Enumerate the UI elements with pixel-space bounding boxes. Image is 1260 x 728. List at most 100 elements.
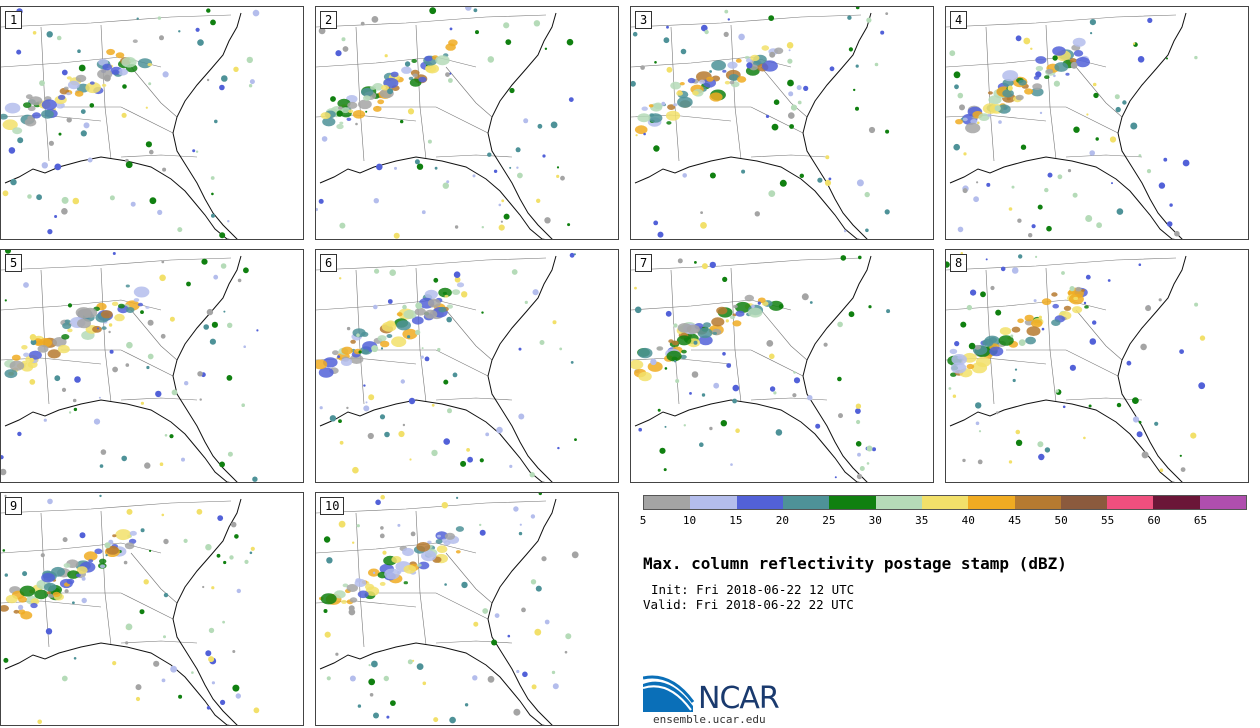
state-boundary — [130, 552, 178, 604]
reflectivity-cell — [220, 263, 227, 269]
state-boundary — [1006, 349, 1119, 377]
reflectivity-cell — [638, 427, 642, 432]
reflectivity-cell — [429, 7, 437, 15]
reflectivity-cell — [638, 371, 652, 382]
reflectivity-cell — [796, 85, 802, 91]
reflectivity-cell — [373, 712, 379, 719]
reflectivity-cell — [136, 17, 139, 20]
reflectivity-cell — [342, 583, 349, 588]
reflectivity-cell — [1158, 298, 1162, 302]
reflectivity-cell — [998, 120, 1002, 124]
reflectivity-cell — [163, 635, 166, 639]
reflectivity-cell — [856, 419, 861, 425]
reflectivity-cell — [140, 528, 145, 533]
reflectivity-cell — [23, 282, 29, 288]
reflectivity-cell — [252, 476, 258, 482]
reflectivity-cell — [350, 339, 356, 344]
reflectivity-cell — [451, 289, 461, 295]
reflectivity-cell — [104, 542, 111, 549]
state-boundary — [415, 267, 427, 403]
reflectivity-cell — [1088, 404, 1092, 408]
reflectivity-cell — [631, 80, 636, 87]
reflectivity-cell — [1054, 62, 1069, 72]
reflectivity-cell — [54, 375, 61, 382]
reflectivity-cell — [1018, 339, 1026, 346]
reflectivity-cell — [203, 324, 209, 330]
reflectivity-cell — [570, 361, 574, 364]
member-panel: 5 — [0, 249, 304, 483]
reflectivity-cell — [544, 217, 551, 224]
reflectivity-cell — [487, 56, 495, 63]
reflectivity-cell — [114, 313, 125, 322]
reflectivity-cell — [372, 571, 376, 574]
reflectivity-cell — [741, 169, 746, 174]
reflectivity-cell — [511, 269, 518, 275]
reflectivity-cell — [219, 84, 225, 91]
reflectivity-cell — [632, 31, 638, 37]
reflectivity-cell — [108, 330, 111, 334]
reflectivity-cell — [744, 294, 754, 302]
reflectivity-cell — [338, 106, 343, 110]
reflectivity-cell — [564, 650, 568, 654]
reflectivity-cell — [1089, 19, 1096, 26]
reflectivity-cell — [974, 344, 981, 350]
colorbar-tick-label: 55 — [1100, 514, 1115, 527]
reflectivity-cell — [54, 215, 58, 218]
reflectivity-cell — [29, 96, 43, 106]
reflectivity-cell — [320, 593, 337, 605]
reflectivity-cell — [657, 231, 664, 238]
reflectivity-cell — [226, 375, 233, 381]
reflectivity-cell — [73, 657, 77, 660]
reflectivity-cell — [1194, 302, 1199, 307]
reflectivity-cell — [957, 92, 964, 99]
reflectivity-cell — [1073, 296, 1079, 301]
reflectivity-cell — [67, 80, 80, 90]
reflectivity-cell — [407, 335, 411, 339]
reflectivity-cell — [524, 300, 528, 304]
reflectivity-cell — [32, 31, 37, 35]
reflectivity-cell — [1072, 192, 1078, 198]
reflectivity-cell — [1031, 319, 1043, 328]
state-boundary — [1, 14, 232, 28]
colorbar-tick-label: 40 — [961, 514, 975, 527]
reflectivity-cell — [1090, 32, 1093, 35]
reflectivity-cell — [550, 121, 558, 129]
reflectivity-cell — [1038, 315, 1042, 319]
reflectivity-cell — [535, 585, 542, 592]
reflectivity-cell — [1114, 94, 1120, 100]
reflectivity-cell — [1073, 126, 1080, 133]
reflectivity-cell — [1122, 100, 1127, 105]
reflectivity-cell — [1075, 57, 1090, 68]
reflectivity-cell — [837, 321, 843, 328]
reflectivity-cell — [697, 327, 713, 339]
reflectivity-cell — [10, 178, 17, 186]
state-boundary — [376, 349, 489, 377]
reflectivity-cell — [456, 496, 459, 499]
state-boundary — [100, 267, 112, 403]
colorbar-tick-label: 65 — [1193, 514, 1208, 527]
reflectivity-cell — [1166, 57, 1168, 60]
colorbar — [643, 495, 1247, 510]
reflectivity-cell — [58, 94, 66, 100]
reflectivity-cell — [1063, 305, 1072, 311]
reflectivity-cell — [1179, 349, 1184, 354]
reflectivity-cell — [571, 551, 579, 559]
reflectivity-cell — [472, 675, 478, 681]
reflectivity-cell — [371, 345, 379, 353]
reflectivity-cell — [803, 85, 809, 91]
reflectivity-cell — [88, 559, 94, 563]
reflectivity-cell — [1130, 122, 1138, 130]
reflectivity-cell — [880, 30, 885, 35]
reflectivity-cell — [68, 411, 72, 414]
reflectivity-cell — [978, 113, 990, 121]
reflectivity-cell — [2, 549, 6, 552]
reflectivity-cell — [409, 78, 422, 87]
reflectivity-cell — [256, 329, 259, 332]
reflectivity-cell — [701, 263, 708, 270]
reflectivity-cell — [855, 64, 859, 68]
reflectivity-cell — [724, 80, 730, 85]
reflectivity-cell — [125, 307, 135, 313]
reflectivity-cell — [445, 72, 450, 77]
reflectivity-cell — [552, 683, 559, 690]
colorbar-tick-label: 50 — [1054, 514, 1068, 527]
